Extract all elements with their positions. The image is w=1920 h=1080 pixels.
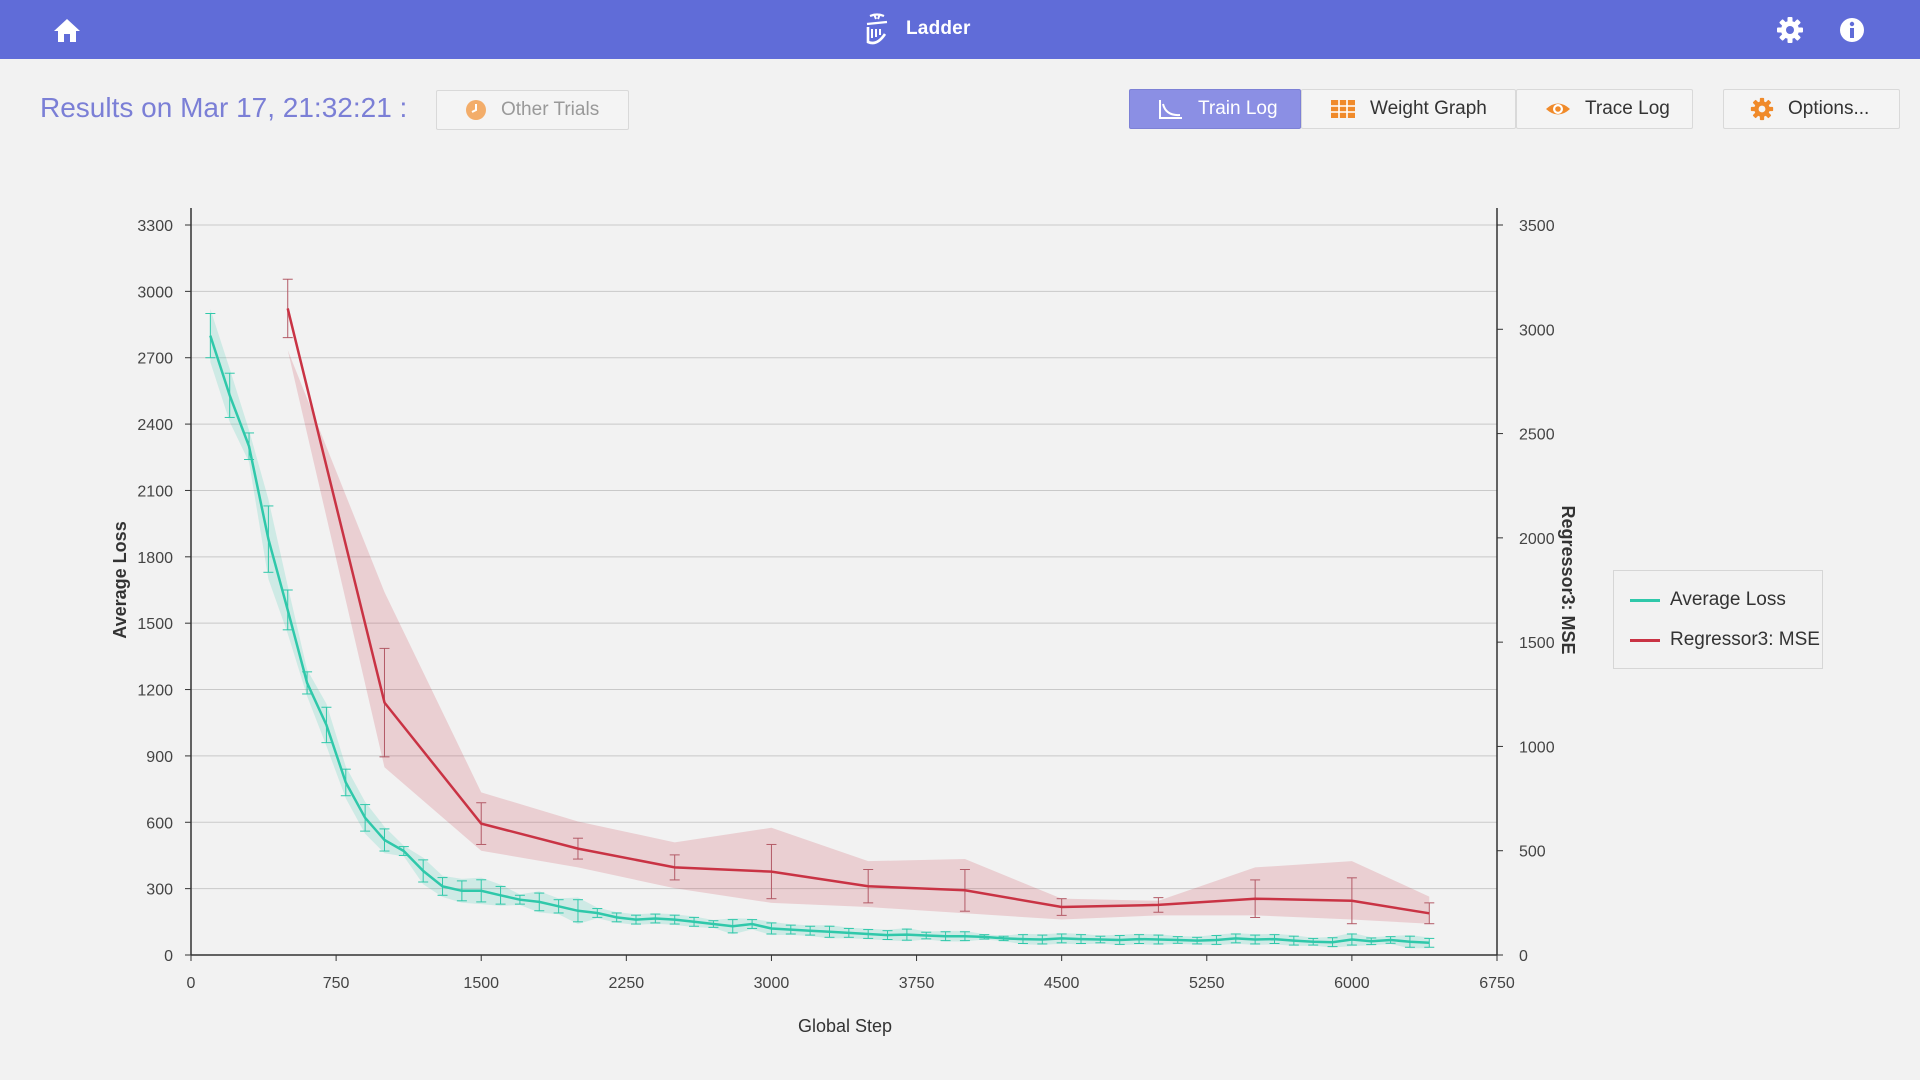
legend-item-mse[interactable]: Regressor3: MSE xyxy=(1630,628,1820,652)
series-lines xyxy=(209,308,1430,945)
app-title: Ladder xyxy=(906,18,971,39)
left-tick-label: 0 xyxy=(164,948,173,965)
left-tick-label: 1200 xyxy=(137,683,173,700)
x-tick-label: 2250 xyxy=(609,975,645,992)
brand: Ladder xyxy=(860,12,971,46)
left-tick-label: 600 xyxy=(146,815,173,832)
left-tick-label: 1500 xyxy=(137,616,173,633)
eye-icon xyxy=(1546,103,1570,115)
options-button[interactable]: Options... xyxy=(1723,89,1900,129)
mse-band xyxy=(287,350,1430,924)
info-icon[interactable] xyxy=(1838,16,1866,44)
x-tick-label: 4500 xyxy=(1044,975,1080,992)
left-axis-label: Average Loss xyxy=(110,521,130,638)
train-log-label: Train Log xyxy=(1198,98,1278,119)
right-axis-label: Regressor3: MSE xyxy=(1558,505,1578,654)
other-trials-label: Other Trials xyxy=(501,99,600,120)
left-tick-label: 1800 xyxy=(137,550,173,567)
train-log-button[interactable]: Train Log xyxy=(1129,89,1301,129)
x-tick-label: 0 xyxy=(187,975,196,992)
left-tick-label: 2400 xyxy=(137,417,173,434)
options-label: Options... xyxy=(1788,98,1870,119)
left-tick-label: 2700 xyxy=(137,351,173,368)
legend-swatch-mse xyxy=(1630,638,1660,642)
right-tick-label: 500 xyxy=(1519,844,1546,861)
right-tick-label: 2000 xyxy=(1519,531,1555,548)
left-tick-label: 900 xyxy=(146,749,173,766)
right-tick-label: 2500 xyxy=(1519,427,1555,444)
x-tick-label: 750 xyxy=(323,975,350,992)
right-tick-label: 1500 xyxy=(1519,635,1555,652)
trace-log-button[interactable]: Trace Log xyxy=(1516,89,1693,129)
x-axis-label: Global Step xyxy=(798,1016,892,1036)
other-trials-button[interactable]: Other Trials xyxy=(436,90,629,130)
left-tick-label: 3000 xyxy=(137,284,173,301)
legend-swatch-loss xyxy=(1630,598,1660,602)
mse-line xyxy=(286,308,1430,915)
gear-icon xyxy=(1750,97,1774,121)
x-tick-label: 5250 xyxy=(1189,975,1225,992)
right-tick-label: 1000 xyxy=(1519,739,1555,756)
chart-legend: Average Loss Regressor3: MSE xyxy=(1613,570,1823,669)
grid-lines xyxy=(191,224,1497,890)
home-icon[interactable] xyxy=(52,16,82,44)
train-log-chart: 0 300 600 900 1200 1500 1800 2100 2400 2700 3000 33… xyxy=(110,208,1578,1036)
confidence-bands xyxy=(210,309,1430,949)
x-tick-label: 6000 xyxy=(1334,975,1370,992)
weight-graph-button[interactable]: Weight Graph xyxy=(1301,89,1516,129)
weight-graph-label: Weight Graph xyxy=(1370,98,1487,119)
x-tick-label: 1500 xyxy=(463,975,499,992)
legend-label-average-loss: Average Loss xyxy=(1670,589,1786,610)
results-title: Results on Mar 17, 21:32:21 : xyxy=(40,92,408,123)
x-tick-label: 3750 xyxy=(899,975,935,992)
left-tick-label: 300 xyxy=(146,882,173,899)
trace-log-label: Trace Log xyxy=(1585,98,1670,119)
line-chart-icon xyxy=(1159,100,1182,119)
left-tick-label: 2100 xyxy=(137,483,173,500)
gear-icon[interactable] xyxy=(1776,16,1804,44)
average-loss-line xyxy=(209,335,1430,945)
right-tick-label: 0 xyxy=(1519,948,1528,965)
x-tick-label: 6750 xyxy=(1479,975,1515,992)
right-tick-label: 3500 xyxy=(1519,218,1555,235)
legend-label-mse: Regressor3: MSE xyxy=(1670,629,1820,650)
grid-table-icon xyxy=(1331,100,1355,118)
clock-icon xyxy=(466,100,486,120)
legend-item-average-loss[interactable]: Average Loss xyxy=(1630,588,1786,612)
left-tick-label: 3300 xyxy=(137,218,173,235)
top-bar: Ladder xyxy=(0,0,1920,59)
axes: 0 300 600 900 1200 1500 1800 2100 2400 2700 3000 33… xyxy=(137,208,1555,992)
x-tick-label: 3000 xyxy=(754,975,790,992)
ladder-logo-icon xyxy=(866,13,888,45)
right-tick-label: 3000 xyxy=(1519,322,1555,339)
